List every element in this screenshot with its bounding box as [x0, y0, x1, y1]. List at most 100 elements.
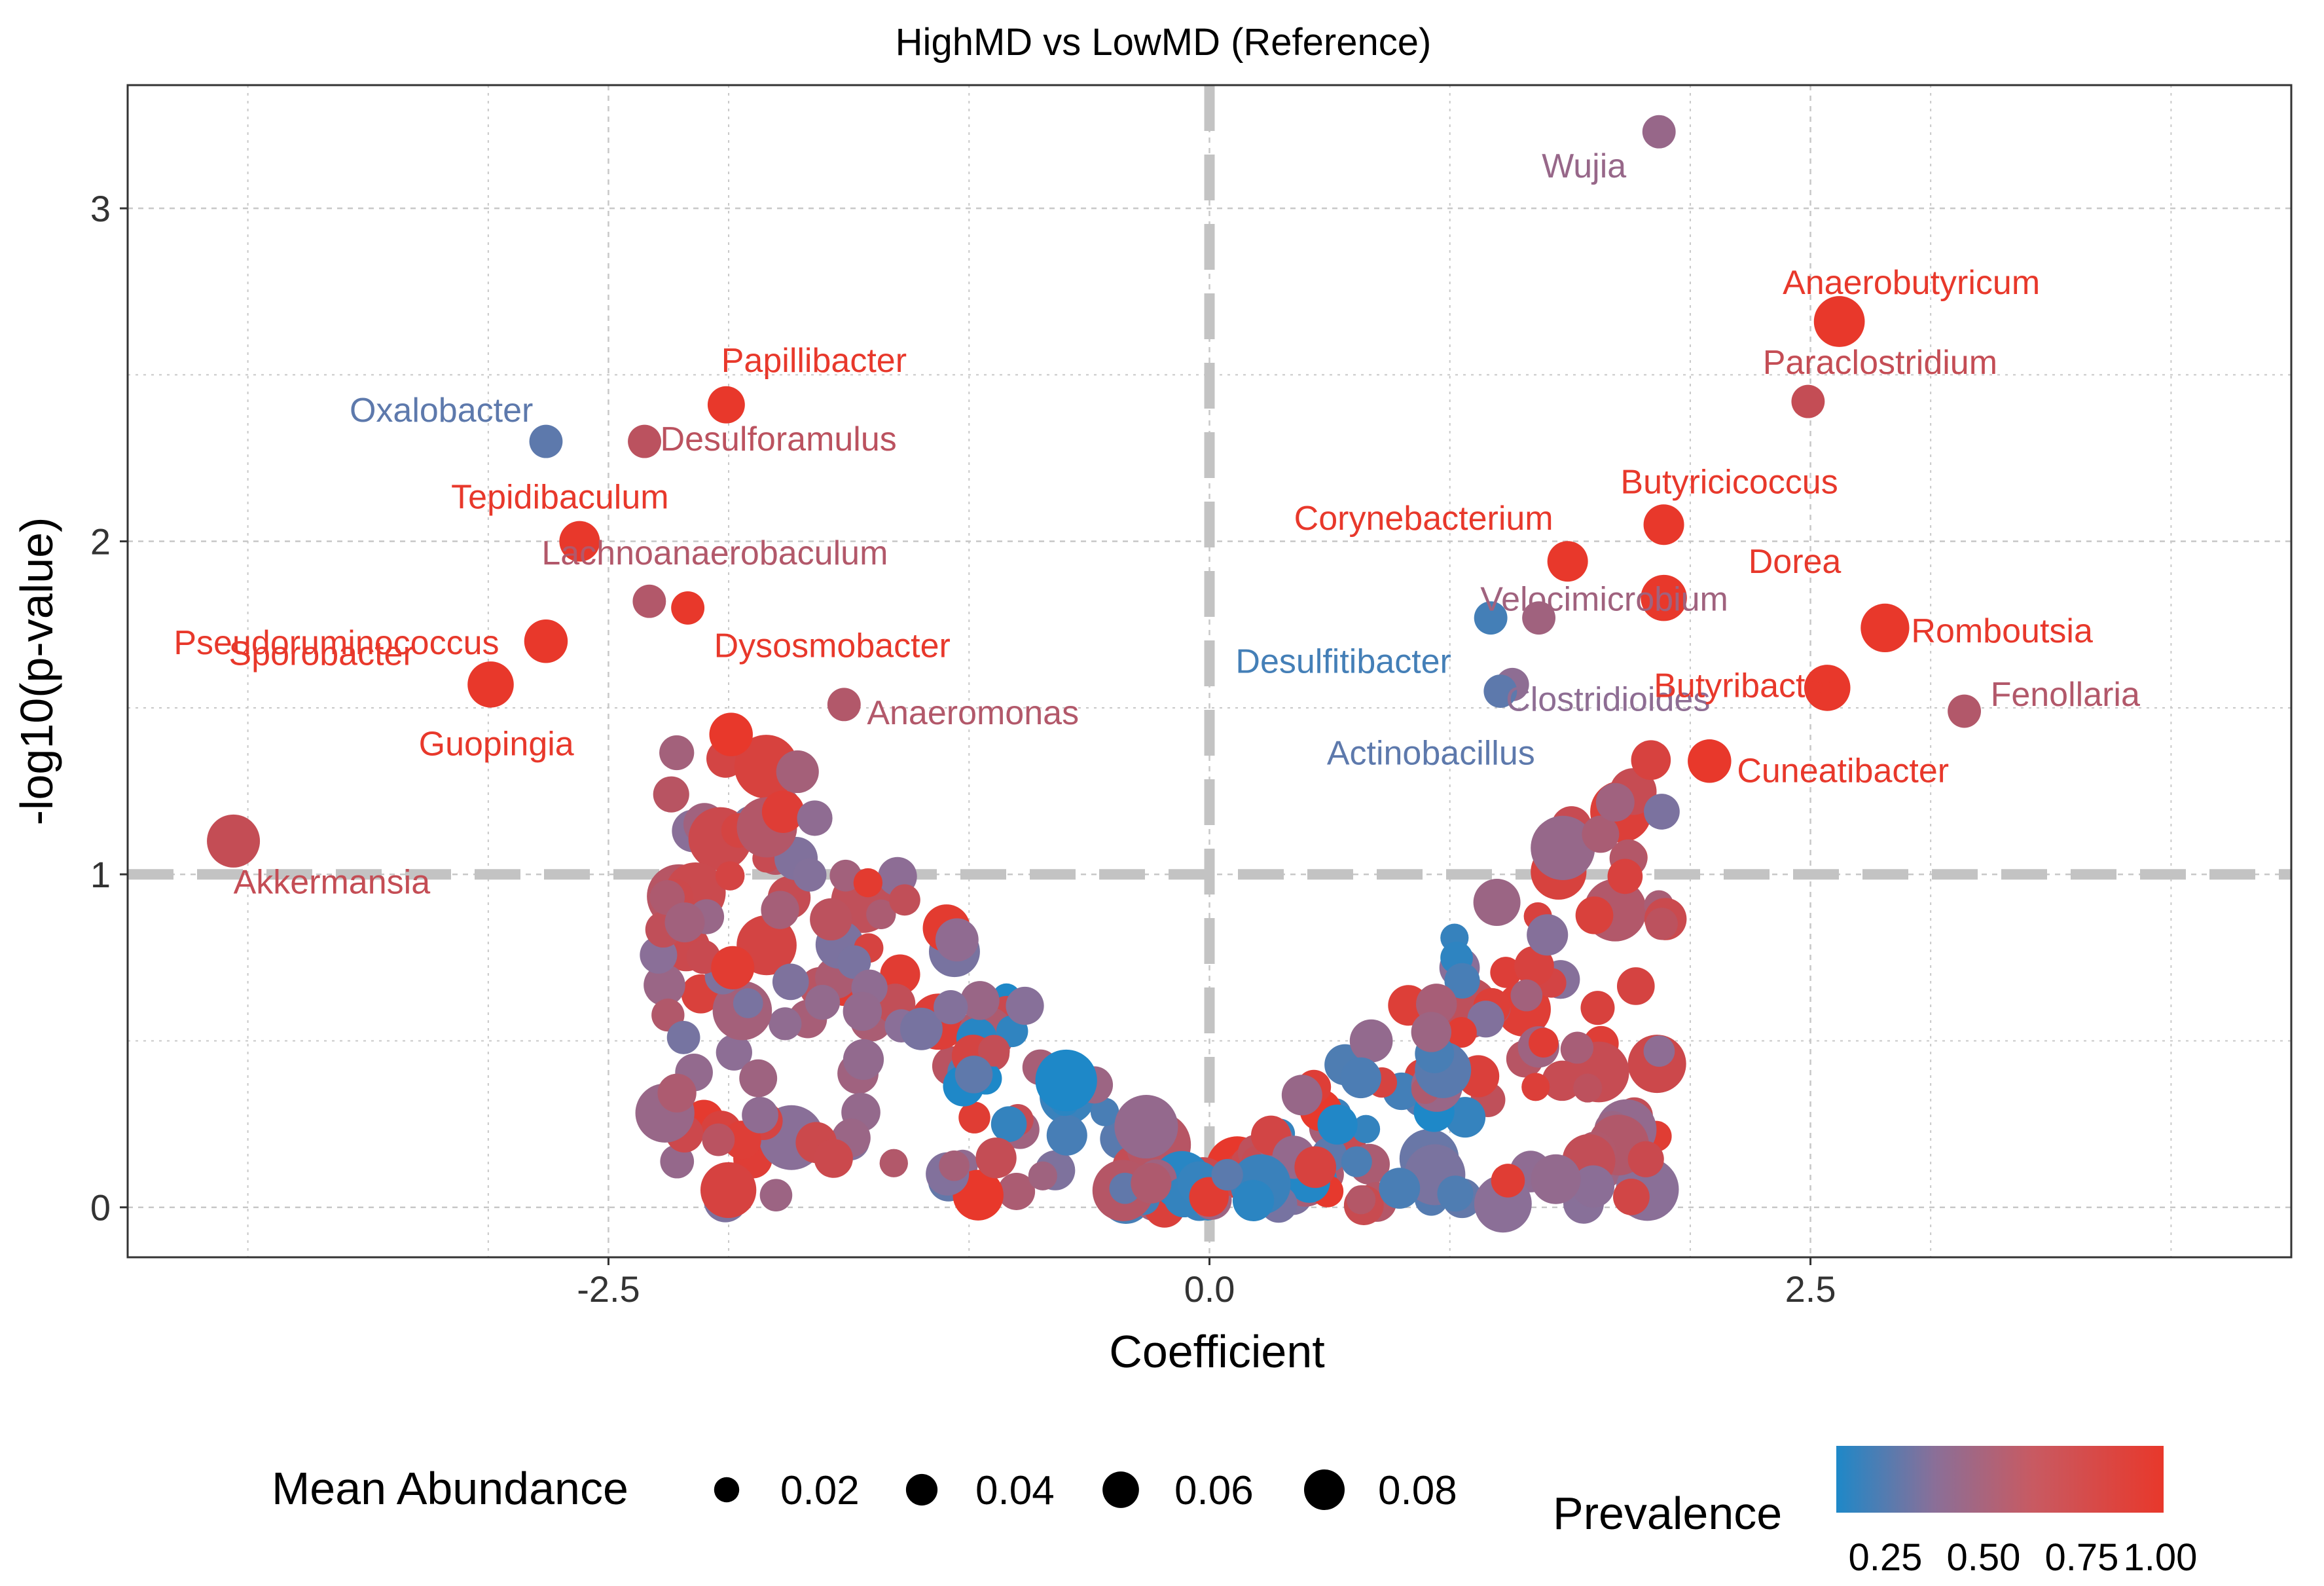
data-point — [1281, 1075, 1322, 1116]
data-point — [1006, 986, 1044, 1025]
data-point — [1514, 946, 1554, 986]
data-point — [1645, 908, 1678, 940]
point-label-sporobacter: Sporobacter — [229, 635, 414, 673]
data-point — [1643, 1035, 1675, 1067]
color-legend-title: Prevalence — [1553, 1488, 1782, 1539]
data-point-actinobacillus — [1483, 674, 1517, 708]
point-label-dysosmobacter: Dysosmobacter — [714, 627, 951, 665]
data-point-cuneatibacter — [1688, 739, 1732, 783]
data-point — [776, 750, 819, 794]
data-point — [644, 964, 685, 1006]
size-legend-items: 0.02 0.04 0.06 0.08 — [714, 1468, 1457, 1513]
color-legend-label: 0.50 — [1947, 1536, 2021, 1579]
data-point — [939, 1150, 970, 1181]
point-label-clostridioides: Clostridioides — [1506, 680, 1710, 718]
data-point — [739, 1059, 778, 1097]
data-point — [978, 1035, 1010, 1067]
data-point — [1521, 1073, 1550, 1101]
y-axis-ticks: 0 1 2 3 — [90, 188, 128, 1228]
data-point — [657, 1073, 697, 1113]
data-point — [1491, 1164, 1525, 1198]
data-point — [700, 1162, 757, 1219]
size-legend-dot — [714, 1477, 740, 1503]
data-point — [814, 1139, 853, 1178]
data-point — [1467, 1001, 1504, 1038]
data-point-guopingia — [709, 712, 753, 756]
data-point-dysosmobacter — [671, 591, 705, 625]
y-tick-label: 2 — [90, 521, 111, 562]
data-point-fenollaria — [1948, 694, 1982, 728]
data-point — [1379, 1168, 1421, 1209]
data-point — [1317, 1104, 1358, 1145]
data-point — [1341, 1146, 1372, 1177]
data-point — [1582, 815, 1620, 853]
data-point — [1035, 1049, 1097, 1112]
data-point — [866, 899, 896, 929]
data-point — [1445, 1097, 1486, 1138]
data-point — [934, 990, 968, 1025]
data-point — [742, 1096, 778, 1134]
size-legend-dot — [905, 1473, 938, 1506]
data-point-corynebacterium — [1547, 541, 1588, 582]
data-point — [1346, 1185, 1376, 1215]
data-point-desulfitibacter — [1474, 601, 1508, 635]
data-point-sporobacter — [467, 661, 514, 708]
data-point — [899, 1007, 943, 1050]
data-point — [1612, 1178, 1650, 1215]
size-legend-label: 0.04 — [975, 1468, 1055, 1513]
data-point — [772, 963, 809, 1001]
point-label-desulforamulus: Desulforamulus — [661, 420, 897, 458]
data-point-pseudoruminococcus — [524, 619, 568, 663]
point-label-lachnoanaerobaculum: Lachnoanaerobaculum — [541, 534, 888, 572]
data-point — [761, 891, 799, 929]
data-point — [1631, 740, 1671, 781]
data-point — [1340, 1057, 1381, 1099]
data-point — [1607, 858, 1643, 894]
data-point — [935, 918, 979, 962]
data-point — [990, 1106, 1027, 1142]
data-point — [793, 858, 827, 892]
color-legend: Prevalence 0.25 0.50 0.75 1.00 — [1553, 1446, 2197, 1579]
data-point — [837, 945, 871, 979]
data-point — [1572, 1165, 1615, 1208]
point-label-corynebacterium: Corynebacterium — [1294, 500, 1553, 538]
color-legend-label: 0.75 — [2045, 1536, 2119, 1579]
data-point-oxalobacter — [529, 424, 563, 458]
data-point — [769, 1007, 802, 1041]
point-label-guopingia: Guopingia — [419, 726, 574, 764]
point-label-paraclostridium: Paraclostridium — [1763, 344, 1997, 382]
data-point — [958, 1101, 990, 1134]
point-label-papillibacter: Papillibacter — [721, 342, 907, 380]
data-point-tepidibaculum — [559, 521, 600, 562]
data-point — [711, 946, 755, 989]
size-legend-label: 0.02 — [780, 1468, 860, 1513]
size-legend-dot — [1304, 1469, 1345, 1510]
data-point — [879, 1149, 908, 1177]
point-label-velocimicrobium: Velocimicrobium — [1480, 581, 1728, 619]
y-tick-label: 1 — [90, 854, 111, 895]
point-label-fenollaria: Fenollaria — [1991, 676, 2140, 714]
data-point — [1090, 1097, 1119, 1126]
point-label-desulfitibacter: Desulfitibacter — [1235, 643, 1451, 681]
data-point — [1473, 879, 1521, 927]
data-point — [1580, 991, 1615, 1025]
point-label-wujia: Wujia — [1542, 147, 1626, 185]
point-labels: Wujia Anaerobutyricum Paraclostridium Butyr… — [173, 147, 2140, 901]
data-point — [1575, 896, 1614, 934]
data-point — [1644, 794, 1680, 830]
data-point — [1211, 1158, 1243, 1191]
point-label-akkermansia: Akkermansia — [234, 863, 431, 901]
point-label-butyribacter: Butyribacter — [1654, 667, 1835, 705]
data-point-velocimicrobium — [1522, 601, 1556, 635]
data-point-anaeromonas — [827, 688, 861, 722]
data-point — [843, 991, 882, 1031]
data-point-akkermansia — [207, 814, 261, 868]
data-point — [1529, 1027, 1559, 1058]
data-point-papillibacter — [707, 386, 745, 424]
x-axis-title: Coefficient — [1109, 1326, 1324, 1377]
data-point — [1531, 1154, 1581, 1204]
data-point — [1351, 1115, 1381, 1143]
size-legend-title: Mean Abundance — [272, 1463, 628, 1514]
data-point — [1131, 1162, 1172, 1204]
